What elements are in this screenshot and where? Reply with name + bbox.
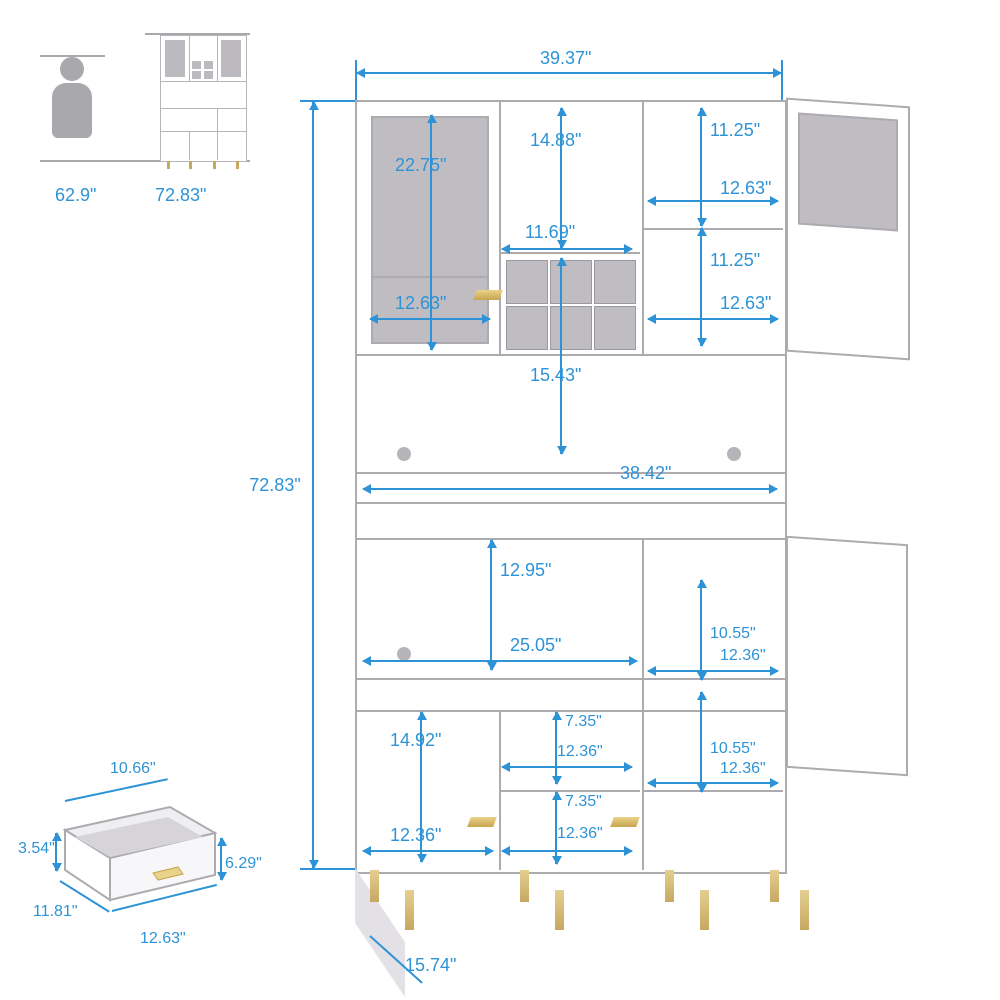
grommet-icon bbox=[727, 447, 741, 461]
d bbox=[648, 670, 778, 672]
handle-icon bbox=[473, 290, 503, 300]
overall-width-label: 39.37" bbox=[540, 48, 591, 69]
d bbox=[648, 200, 778, 202]
lm-h1: 7.35" bbox=[565, 713, 602, 731]
lm-w1: 12.36" bbox=[557, 743, 603, 761]
drawer-bottom-label: 12.63" bbox=[140, 930, 186, 948]
lr-w2: 12.36" bbox=[720, 760, 766, 778]
d bbox=[648, 782, 778, 784]
leg-icon bbox=[370, 870, 379, 902]
upper-glass-w: 12.63" bbox=[395, 293, 446, 314]
counter-w: 38.42" bbox=[620, 463, 671, 484]
counter-h: 15.43" bbox=[530, 365, 581, 386]
mini-cabinet bbox=[160, 35, 247, 162]
mid-shelf-h: 14.88" bbox=[530, 130, 581, 151]
d bbox=[700, 692, 702, 792]
mid-shelf-w: 11.69" bbox=[525, 222, 575, 243]
leg-icon bbox=[800, 890, 809, 930]
grommet-icon bbox=[397, 447, 411, 461]
upper-glass-h: 22.75" bbox=[395, 155, 446, 176]
leg-icon bbox=[665, 870, 674, 902]
drawer-right-dim bbox=[220, 838, 222, 880]
leg-icon bbox=[700, 890, 709, 930]
overall-width-dim bbox=[357, 72, 781, 74]
leg-icon bbox=[405, 890, 414, 930]
d bbox=[370, 318, 490, 320]
leg-icon bbox=[555, 890, 564, 930]
person-icon bbox=[60, 57, 84, 81]
ext bbox=[355, 60, 357, 100]
d bbox=[363, 660, 637, 662]
depth-label: 15.74" bbox=[405, 955, 456, 976]
lm-h2: 7.35" bbox=[565, 793, 602, 811]
drawer-leftfront-label: 11.81" bbox=[33, 903, 78, 921]
lower-right-open-door bbox=[786, 536, 908, 777]
height-compare-panel bbox=[30, 15, 260, 180]
ll-h: 14.92" bbox=[390, 730, 441, 751]
midopen-w: 25.05" bbox=[510, 635, 561, 656]
drawer-leftback-label: 3.54" bbox=[18, 840, 55, 858]
drawer-leftback-dim bbox=[55, 833, 57, 871]
d bbox=[648, 318, 778, 320]
leg-icon bbox=[770, 870, 779, 902]
d bbox=[502, 766, 632, 768]
ru-h2: 11.25" bbox=[710, 250, 760, 271]
leg-icon bbox=[520, 870, 529, 902]
handle-icon bbox=[467, 817, 497, 827]
midopen-h: 12.95" bbox=[500, 560, 551, 581]
d bbox=[700, 580, 702, 680]
drawer-top-label: 10.66" bbox=[110, 760, 156, 778]
overall-height-label: 72.83" bbox=[249, 475, 300, 496]
handle-icon bbox=[610, 817, 640, 827]
grommet-icon bbox=[397, 647, 411, 661]
d bbox=[700, 228, 702, 346]
d bbox=[363, 488, 777, 490]
lr-h2: 10.55" bbox=[710, 740, 756, 758]
d bbox=[363, 850, 493, 852]
person-height-label: 62.9" bbox=[55, 185, 96, 206]
ru-w2: 12.63" bbox=[720, 293, 771, 314]
d bbox=[490, 540, 492, 670]
ll-w: 12.36" bbox=[390, 825, 441, 846]
d bbox=[560, 258, 562, 454]
ext bbox=[781, 60, 783, 100]
depth-side bbox=[355, 868, 405, 997]
d bbox=[502, 850, 632, 852]
lr-w1: 12.36" bbox=[720, 647, 766, 665]
upper-right-open-door bbox=[786, 98, 910, 361]
ru-w1: 12.63" bbox=[720, 178, 771, 199]
d bbox=[502, 248, 632, 250]
lm-w2: 12.36" bbox=[557, 825, 603, 843]
ru-h1: 11.25" bbox=[710, 120, 760, 141]
lr-h1: 10.55" bbox=[710, 625, 756, 643]
d bbox=[430, 115, 432, 350]
drawer-right-label: 6.29" bbox=[225, 855, 262, 873]
d bbox=[700, 108, 702, 226]
person-icon-body bbox=[52, 83, 92, 138]
mini-cab-height-label: 72.83" bbox=[155, 185, 206, 206]
overall-height-dim bbox=[312, 102, 314, 868]
